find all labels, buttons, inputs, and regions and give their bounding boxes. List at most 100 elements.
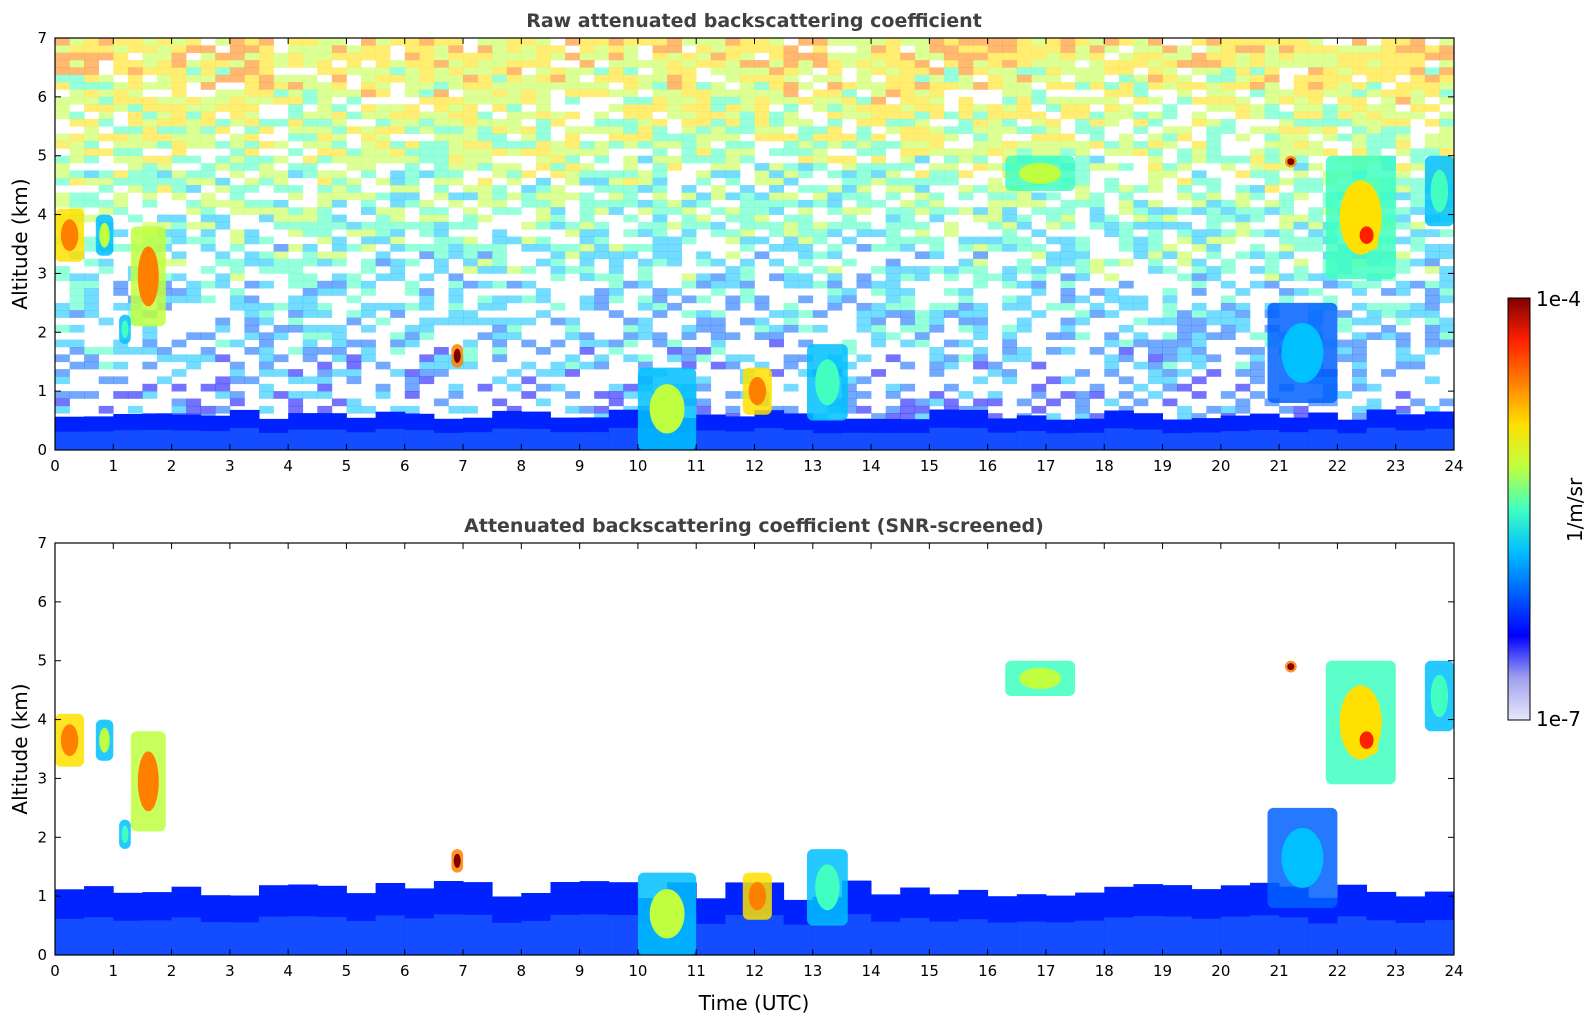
- noise-cell: [1250, 376, 1265, 385]
- noise-cell: [448, 170, 464, 179]
- noise-cell: [506, 67, 522, 76]
- noise-cell: [1191, 118, 1207, 127]
- noise-cell: [404, 155, 420, 164]
- noise-cell: [1089, 111, 1105, 120]
- noise-cell: [1104, 104, 1120, 112]
- noise-cell: [1293, 82, 1309, 90]
- colorbar-unit-label: 1/m/sr: [1563, 477, 1587, 542]
- boundary-layer-core: [608, 915, 639, 955]
- noise-cell: [783, 229, 799, 237]
- noise-cell: [856, 317, 872, 326]
- noise-cell: [1439, 324, 1455, 333]
- noise-cell: [900, 310, 916, 318]
- noise-cell: [390, 155, 406, 164]
- noise-cell: [739, 111, 755, 120]
- noise-cell: [535, 67, 551, 76]
- noise-cell: [1089, 347, 1105, 355]
- noise-cell: [1322, 45, 1338, 54]
- boundary-layer-core: [317, 429, 347, 450]
- noise-cell: [812, 96, 828, 105]
- noise-cell: [1220, 391, 1236, 399]
- noise-cell: [1439, 244, 1455, 252]
- noise-cell: [1177, 339, 1192, 348]
- noise-cell: [987, 361, 1003, 370]
- noise-cell: [1133, 185, 1149, 193]
- noise-cell: [404, 288, 420, 296]
- noise-cell: [973, 251, 988, 260]
- noise-cell: [594, 89, 610, 98]
- noise-cell: [929, 89, 945, 98]
- noise-cell: [783, 266, 799, 274]
- noise-cell: [1148, 244, 1163, 252]
- noise-cell: [331, 52, 347, 61]
- noise-cell: [1395, 141, 1411, 149]
- noise-cell: [943, 310, 959, 318]
- noise-cell: [1322, 133, 1338, 142]
- noise-cell: [725, 170, 741, 179]
- noise-cell: [1366, 74, 1382, 83]
- noise-cell: [1046, 214, 1061, 223]
- noise-cell: [1075, 295, 1090, 304]
- noise-cell: [127, 45, 143, 54]
- noise-cell: [331, 155, 347, 164]
- noise-cell: [186, 118, 202, 127]
- noise-cell: [1133, 207, 1149, 215]
- noise-cell: [973, 148, 988, 157]
- noise-cell: [1060, 302, 1076, 311]
- noise-cell: [1220, 229, 1236, 237]
- noise-cell: [1104, 273, 1120, 282]
- noise-cell: [725, 302, 741, 311]
- noise-cell: [1016, 111, 1032, 120]
- noise-cell: [623, 118, 639, 127]
- noise-cell: [958, 67, 974, 76]
- noise-cell: [1133, 332, 1149, 340]
- boundary-layer-core: [200, 922, 231, 955]
- noise-cell: [259, 177, 274, 186]
- noise-cell: [798, 141, 814, 149]
- noise-cell: [463, 317, 478, 326]
- noise-cell: [652, 67, 668, 76]
- noise-cell: [157, 67, 172, 76]
- noise-cell: [273, 207, 289, 215]
- noise-cell: [1031, 118, 1047, 127]
- noise-cell: [375, 148, 391, 157]
- noise-cell: [1060, 148, 1076, 157]
- noise-cell: [463, 266, 478, 274]
- noise-cell: [259, 89, 274, 98]
- noise-cell: [1118, 192, 1134, 201]
- noise-cell: [885, 280, 901, 289]
- noise-cell: [1308, 207, 1324, 215]
- noise-cell: [506, 60, 522, 68]
- noise-cell: [506, 236, 522, 245]
- noise-cell: [186, 170, 202, 179]
- noise-cell: [55, 170, 70, 179]
- noise-cell: [914, 141, 930, 149]
- noise-cell: [783, 199, 799, 208]
- noise-cell: [157, 185, 172, 193]
- noise-cell: [1352, 60, 1367, 68]
- noise-cell: [244, 310, 260, 318]
- noise-cell: [404, 324, 420, 333]
- noise-cell: [492, 163, 508, 171]
- noise-cell: [142, 155, 158, 164]
- noise-cell: [244, 67, 260, 76]
- noise-cell: [55, 405, 70, 414]
- noise-cell: [361, 280, 376, 289]
- noise-cell: [419, 118, 435, 127]
- noise-cell: [1177, 96, 1192, 105]
- noise-cell: [69, 177, 85, 186]
- boundary-layer-core: [375, 428, 406, 450]
- noise-cell: [900, 67, 916, 76]
- noise-cell: [914, 118, 930, 127]
- noise-cell: [696, 273, 712, 282]
- noise-cell: [1118, 280, 1134, 289]
- noise-cell: [1089, 45, 1105, 54]
- noise-cell: [856, 244, 872, 252]
- noise-cell: [171, 398, 187, 407]
- noise-cell: [1177, 347, 1192, 355]
- noise-cell: [113, 244, 129, 252]
- noise-cell: [448, 177, 464, 186]
- noise-cell: [769, 258, 784, 267]
- noise-cell: [943, 74, 959, 83]
- cloud-core: [1359, 226, 1374, 244]
